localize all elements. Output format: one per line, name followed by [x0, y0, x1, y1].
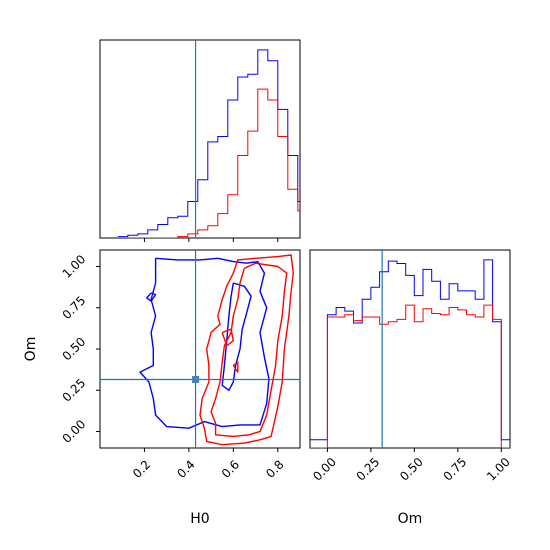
contour-xtick-label: 0.6 [219, 457, 242, 480]
hist-Om-xtick-label: 0.50 [397, 455, 426, 484]
panel-contour-frame [99, 249, 301, 449]
x-axis-title-om: Om [398, 511, 423, 527]
hist-H0-plot [117, 40, 300, 242]
contour-ytick-label: 0.25 [60, 376, 89, 405]
panel-hist-Om-frame [309, 249, 511, 449]
panel-hist-Om: 0.00 0.25 0.50 0.75 1.00 Om [309, 249, 513, 527]
hist-Om-xtick-label: 0.25 [354, 455, 383, 484]
contour-ytick-label: 0.75 [60, 293, 89, 322]
panel-hist-H0-frame [99, 39, 301, 239]
truth-marker [192, 376, 200, 384]
contour-ytick-label: 0.00 [60, 417, 89, 446]
contour-red [221, 328, 234, 347]
contour-ytick-label: 1.00 [60, 252, 89, 281]
contour-red [232, 361, 239, 373]
contour-xtick-label: 0.8 [263, 457, 286, 480]
hist-Om-xtick-label: 0.75 [441, 455, 470, 484]
contour-xtick-label: 0.2 [130, 457, 153, 480]
x-axis-title-h0: H0 [190, 511, 209, 527]
contour-blue [221, 282, 252, 391]
hist-Om-red-series [310, 304, 510, 448]
contour-xtick-label: 0.4 [174, 457, 197, 480]
y-axis-title-om: Om [23, 337, 39, 362]
hist-Om-xtick-label: 1.00 [484, 455, 513, 484]
contour-red [199, 254, 294, 446]
contour-blue [146, 292, 157, 302]
hist-Om-xtick-label: 0.00 [310, 455, 339, 484]
contour-ytick-label: 0.50 [60, 335, 89, 364]
hist-H0-red-series [117, 88, 300, 238]
hist-Om-blue-series [310, 259, 510, 441]
panel-contour-H0-Om: 0.2 0.4 0.6 0.8 0.00 0.25 0.50 0.75 1.00 H0 Om [23, 249, 301, 527]
panel-hist-H0 [99, 39, 301, 242]
contour-blue [139, 257, 270, 429]
hist-H0-blue-series [117, 49, 300, 238]
